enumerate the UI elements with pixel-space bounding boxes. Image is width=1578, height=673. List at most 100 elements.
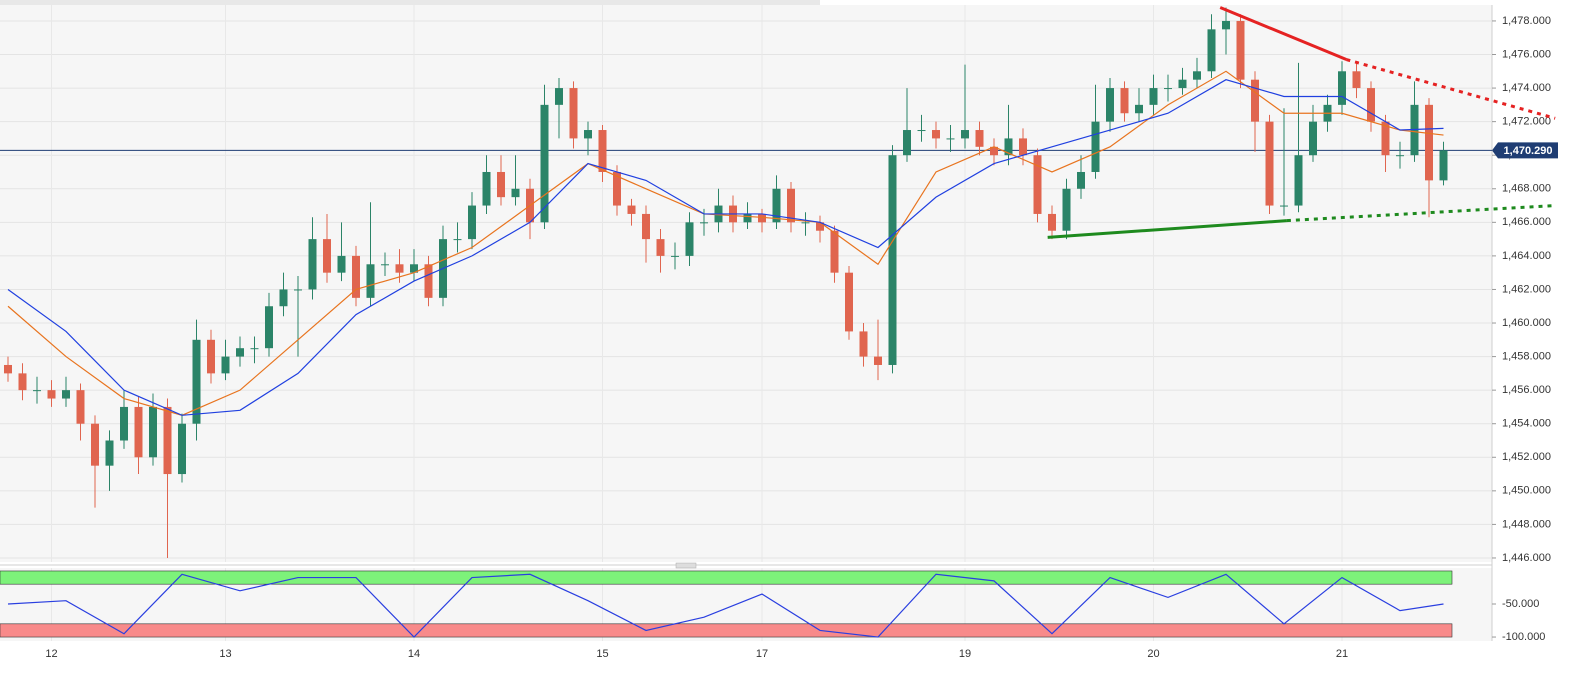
candle-body	[1309, 121, 1317, 156]
candle-body	[656, 239, 665, 256]
candle-body	[410, 264, 418, 273]
candle-body	[700, 222, 708, 224]
candle-body	[468, 205, 476, 240]
candle-body	[1367, 88, 1375, 122]
candle-body	[685, 222, 694, 256]
x-tick-label: 15	[596, 648, 608, 660]
candle-body	[1091, 121, 1100, 172]
candle-body	[787, 188, 795, 223]
candle-body	[1425, 104, 1433, 181]
moving-average-line	[7, 79, 1444, 416]
candle-body	[1004, 138, 1013, 156]
candle-body	[1193, 71, 1201, 80]
candle-body	[4, 364, 12, 374]
candle-body	[33, 390, 41, 392]
candle-body	[903, 130, 911, 156]
y-tick-label: 1,476.000	[1502, 48, 1551, 60]
y-tick-label: 1,458.000	[1502, 350, 1551, 362]
y-tick-label: 1,466.000	[1502, 216, 1551, 228]
y-tick-label: 1,460.000	[1502, 317, 1551, 329]
candle-body	[366, 264, 375, 298]
y-tick-label: 1,472.000	[1502, 116, 1551, 128]
candle-body	[888, 155, 897, 365]
candle-body	[497, 171, 505, 198]
candle-body	[569, 88, 578, 139]
candle-body	[743, 213, 752, 223]
candle-body	[1149, 88, 1158, 105]
candle-body	[584, 130, 592, 139]
candle-body	[236, 348, 244, 357]
last-price-tag: 1,470.290	[1492, 142, 1558, 159]
candle-body	[265, 306, 273, 349]
candle-body	[352, 255, 360, 298]
candle-body	[424, 264, 433, 298]
y-tick-label: 1,450.000	[1502, 485, 1551, 497]
candle-body	[613, 171, 621, 206]
candle-body	[830, 230, 839, 273]
x-tick-label: 17	[756, 648, 768, 660]
candle-body	[134, 406, 143, 458]
panel-resize-handle[interactable]	[675, 562, 697, 569]
candle-body	[1048, 213, 1056, 231]
x-tick-label: 12	[45, 648, 57, 660]
candle-body	[859, 331, 868, 357]
candle-body	[1381, 121, 1390, 156]
y-tick-label: 1,464.000	[1502, 250, 1551, 262]
candle-body	[555, 88, 563, 105]
candle-body	[801, 222, 810, 224]
y-tick-label: 1,462.000	[1502, 283, 1551, 295]
candle-body	[250, 348, 259, 350]
candle-body	[627, 205, 636, 214]
candle-body	[671, 255, 679, 257]
candle-body	[1236, 20, 1245, 80]
candle-body	[540, 104, 549, 223]
candle-body	[1251, 79, 1259, 122]
oscillator-band	[0, 570, 1453, 585]
candle-body	[1338, 71, 1346, 105]
candle-body	[47, 390, 56, 399]
candle-body	[163, 406, 172, 475]
candle-body	[845, 272, 853, 332]
candle-body	[1062, 188, 1071, 231]
candle-body	[1294, 155, 1303, 206]
candle-body	[395, 264, 404, 273]
candle-body	[1222, 20, 1230, 30]
oscillator-tick-label: -100.000	[1502, 631, 1545, 643]
y-tick-label: 1,452.000	[1502, 451, 1551, 463]
candle-body	[1106, 88, 1114, 122]
x-tick-label: 19	[959, 648, 971, 660]
candle-body	[1120, 88, 1129, 114]
candle-body	[91, 423, 99, 466]
candle-body	[598, 130, 607, 172]
x-tick-label: 21	[1336, 648, 1348, 660]
y-tick-label: 1,454.000	[1502, 418, 1551, 430]
candle-body	[642, 213, 650, 240]
candle-body	[381, 264, 389, 266]
trendline-solid	[1219, 6, 1347, 61]
x-tick-label: 13	[219, 648, 231, 660]
candle-body	[1439, 150, 1448, 181]
candle-body	[1280, 205, 1288, 207]
candle-body	[758, 213, 766, 223]
last-price-tag-box	[1492, 142, 1558, 159]
moving-average-line	[7, 70, 1444, 416]
candle-body	[105, 440, 114, 466]
candle-body	[1135, 104, 1143, 114]
candle-body	[961, 130, 969, 139]
candle-body	[772, 188, 781, 223]
toolbar-strip	[0, 0, 820, 5]
y-tick-label: 1,456.000	[1502, 384, 1551, 396]
candle-body	[975, 130, 984, 147]
y-tick-label: 1,468.000	[1502, 183, 1551, 195]
last-price-label: 1,470.290	[1504, 145, 1553, 157]
candle-body	[1265, 121, 1274, 206]
candle-body	[337, 255, 346, 273]
x-tick-label: 20	[1147, 648, 1159, 660]
candle-body	[482, 171, 491, 206]
price-panel	[0, 5, 1492, 562]
candle-body	[917, 130, 926, 132]
candle-body	[816, 222, 824, 231]
candle-body	[221, 356, 230, 374]
